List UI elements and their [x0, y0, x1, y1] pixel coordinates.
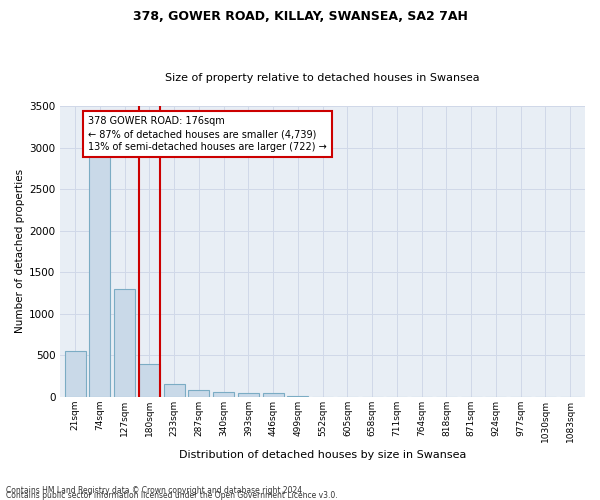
- Text: 378 GOWER ROAD: 176sqm
← 87% of detached houses are smaller (4,739)
13% of semi-: 378 GOWER ROAD: 176sqm ← 87% of detached…: [88, 116, 327, 152]
- Bar: [213, 392, 234, 397]
- Bar: [238, 392, 259, 397]
- Bar: [164, 384, 185, 397]
- Text: Contains public sector information licensed under the Open Government Licence v3: Contains public sector information licen…: [6, 491, 338, 500]
- Bar: [139, 364, 160, 397]
- Bar: [114, 289, 135, 397]
- Bar: [188, 390, 209, 397]
- Bar: [65, 351, 86, 397]
- Bar: [89, 152, 110, 397]
- Text: 378, GOWER ROAD, KILLAY, SWANSEA, SA2 7AH: 378, GOWER ROAD, KILLAY, SWANSEA, SA2 7A…: [133, 10, 467, 23]
- Text: Contains HM Land Registry data © Crown copyright and database right 2024.: Contains HM Land Registry data © Crown c…: [6, 486, 305, 495]
- Title: Size of property relative to detached houses in Swansea: Size of property relative to detached ho…: [166, 73, 480, 83]
- X-axis label: Distribution of detached houses by size in Swansea: Distribution of detached houses by size …: [179, 450, 466, 460]
- Bar: [263, 394, 284, 397]
- Y-axis label: Number of detached properties: Number of detached properties: [15, 170, 25, 334]
